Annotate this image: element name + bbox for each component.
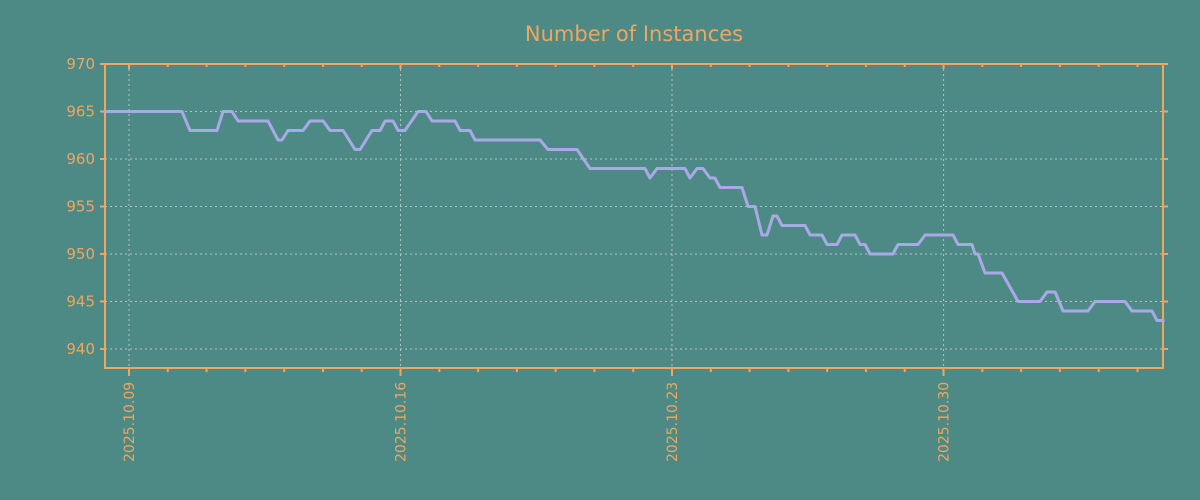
- x-tick-label: 2025.10.09: [122, 382, 138, 462]
- y-tick-label: 940: [66, 340, 95, 358]
- y-tick-label: 950: [66, 245, 95, 263]
- y-tick-label: 965: [66, 103, 95, 121]
- y-tick-label: 945: [66, 293, 95, 311]
- instances-series-line: [103, 110, 1165, 322]
- x-tick-label: 2025.10.23: [665, 382, 681, 462]
- y-tick-label: 960: [66, 150, 95, 168]
- x-axis-tick-labels: 2025.10.09 2025.10.16 2025.10.23 2025.10.30: [122, 382, 953, 462]
- horizontal-gridlines: [105, 111, 1163, 350]
- chart-title: Number of Instances: [525, 22, 743, 46]
- x-tick-label: 2025.10.16: [393, 382, 409, 462]
- vertical-gridlines: [128, 64, 945, 368]
- axis-ticks: [100, 63, 1168, 376]
- y-tick-label: 955: [66, 198, 95, 216]
- y-tick-label: 970: [66, 55, 95, 73]
- y-axis-tick-labels: 940 945 950 955 960 965 970: [66, 55, 95, 358]
- x-tick-label: 2025.10.30: [937, 382, 953, 462]
